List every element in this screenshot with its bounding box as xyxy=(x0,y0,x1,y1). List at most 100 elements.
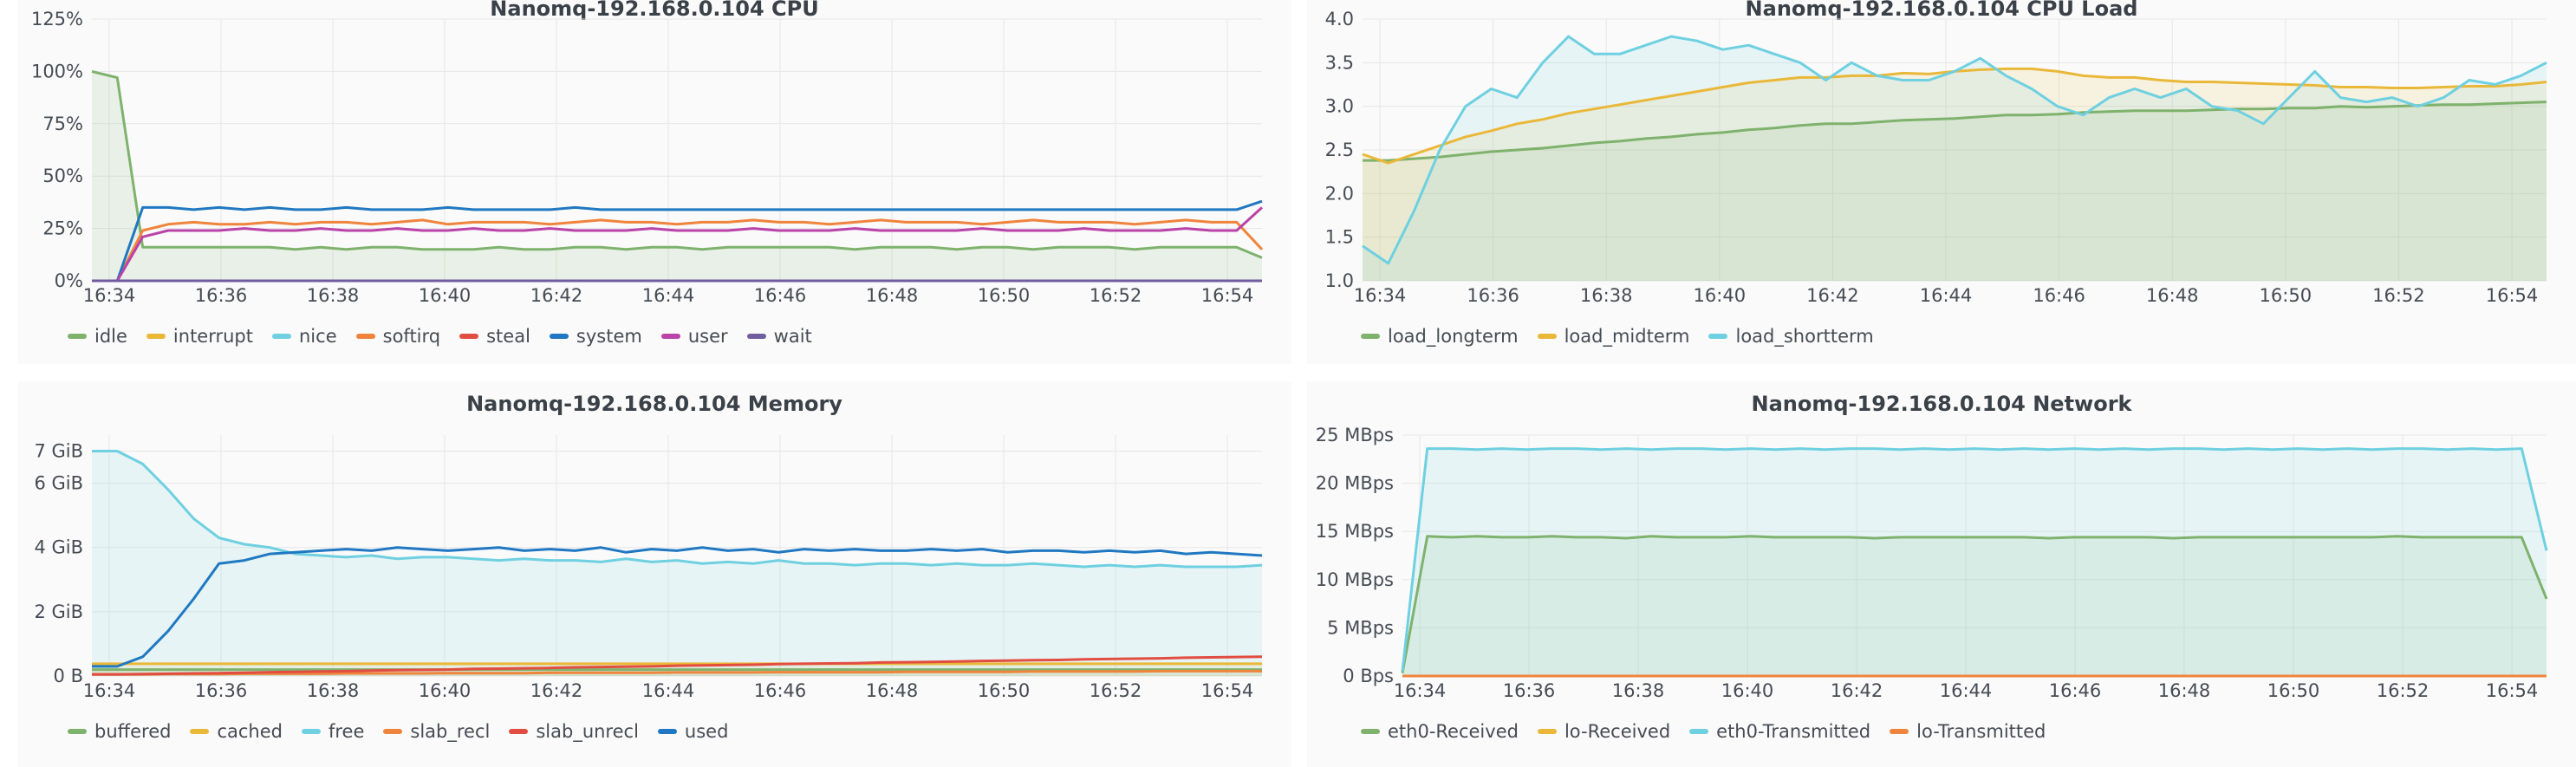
legend-swatch xyxy=(746,333,766,339)
legend-item-system[interactable]: system xyxy=(549,326,642,347)
series-line-idle xyxy=(91,69,1263,259)
legend-swatch xyxy=(660,333,680,339)
x-tick-label: 16:44 xyxy=(1920,285,1973,306)
legend-label: lo-Received xyxy=(1564,721,1671,742)
panel-title: Nanomq-192.168.0.104 CPU xyxy=(490,0,819,21)
x-tick-label: 16:38 xyxy=(1612,680,1665,701)
x-tick-label: 16:34 xyxy=(83,680,136,701)
y-tick-label: 15 MBps xyxy=(1316,521,1394,542)
legend-item-lo-Received[interactable]: lo-Received xyxy=(1537,721,1671,742)
x-tick-label: 16:52 xyxy=(1090,680,1142,701)
y-tick-label: 1.5 xyxy=(1325,227,1354,248)
legend-swatch xyxy=(459,333,479,339)
memory-legend: buffered cached free slab_recl slab_unrecl us… xyxy=(68,721,747,742)
series-line-load_shortterm xyxy=(1362,35,2547,265)
legend-item-slab_recl[interactable]: slab_recl xyxy=(383,721,490,742)
legend-swatch xyxy=(1708,333,1728,339)
legend-item-cached[interactable]: cached xyxy=(190,721,283,742)
legend-item-lo-Transmitted[interactable]: lo-Transmitted xyxy=(1890,721,2046,742)
legend-item-used[interactable]: used xyxy=(657,721,729,742)
cpu-legend: idle interrupt nice softirq steal system user w… xyxy=(68,326,831,347)
y-tick-label: 2.0 xyxy=(1325,183,1354,204)
legend-label: load_longterm xyxy=(1388,326,1519,347)
legend-item-eth0-Transmitted[interactable]: eth0-Transmitted xyxy=(1689,721,1870,742)
legend-item-idle[interactable]: idle xyxy=(68,326,127,347)
y-tick-label: 7 GiB xyxy=(34,441,83,462)
x-tick-label: 16:54 xyxy=(2486,285,2539,306)
x-tick-label: 16:48 xyxy=(2158,680,2211,701)
series-area-load_midterm xyxy=(1363,68,2547,282)
legend-item-softirq[interactable]: softirq xyxy=(355,326,440,347)
x-tick-label: 16:42 xyxy=(530,285,583,306)
x-tick-label: 16:48 xyxy=(866,680,919,701)
x-tick-label: 16:50 xyxy=(2260,285,2313,306)
x-tick-label: 16:34 xyxy=(1354,285,1407,306)
legend-label: eth0-Received xyxy=(1388,721,1519,742)
y-tick-label: 3.5 xyxy=(1325,52,1354,73)
series-line-user xyxy=(92,206,1264,283)
series-area-free xyxy=(92,451,1262,676)
legend-swatch xyxy=(1689,728,1709,734)
x-tick-label: 16:34 xyxy=(83,285,136,306)
legend-label: system xyxy=(576,326,642,347)
x-tick-label: 16:50 xyxy=(2267,680,2320,701)
x-tick-label: 16:46 xyxy=(2033,285,2085,306)
legend-label: load_midterm xyxy=(1564,326,1690,347)
legend-item-interrupt[interactable]: interrupt xyxy=(146,326,253,347)
legend-item-user[interactable]: user xyxy=(660,326,728,347)
y-tick-label: 75% xyxy=(42,114,83,134)
x-tick-label: 16:54 xyxy=(1201,680,1254,701)
legend-item-load_shortterm[interactable]: load_shortterm xyxy=(1708,326,1874,347)
memory-panel: Nanomq-192.168.0.104 Memory 0 B 2 GiB 4 Gi… xyxy=(17,381,1291,767)
series-area-load_shortterm xyxy=(1363,36,2547,281)
x-tick-label: 16:46 xyxy=(2049,680,2102,701)
legend-swatch xyxy=(1361,728,1380,734)
y-tick-label: 4 GiB xyxy=(34,537,83,558)
legend-swatch xyxy=(68,728,87,734)
legend-label: slab_unrecl xyxy=(536,721,639,742)
network-legend: eth0-Received lo-Received eth0-Transmitted… xyxy=(1361,721,2065,742)
legend-label: interrupt xyxy=(172,326,253,347)
legend-label: idle xyxy=(94,326,127,347)
x-tick-label: 16:42 xyxy=(530,680,583,701)
legend-label: lo-Transmitted xyxy=(1916,721,2046,742)
x-tick-label: 16:34 xyxy=(1394,680,1447,701)
x-tick-label: 16:42 xyxy=(1806,285,1859,306)
legend-swatch xyxy=(146,333,166,339)
series-line-eth0-Received xyxy=(1401,535,2548,673)
x-tick-label: 16:44 xyxy=(1940,680,1993,701)
legend-item-load_longterm[interactable]: load_longterm xyxy=(1361,326,1519,347)
y-tick-label: 3.0 xyxy=(1325,96,1354,117)
x-tick-label: 16:54 xyxy=(2486,680,2539,701)
cpu-panel: Nanomq-192.168.0.104 CPU 0% 25% 50% 75% 100%… xyxy=(17,0,1291,364)
legend-item-slab_unrecl[interactable]: slab_unrecl xyxy=(509,721,639,742)
legend-item-wait[interactable]: wait xyxy=(746,326,812,347)
legend-label: eth0-Transmitted xyxy=(1716,721,1871,742)
legend-item-nice[interactable]: nice xyxy=(272,326,337,347)
x-tick-label: 16:50 xyxy=(978,285,1031,306)
legend-item-eth0-Received[interactable]: eth0-Received xyxy=(1361,721,1519,742)
panel-title: Nanomq-192.168.0.104 CPU Load xyxy=(1745,0,2138,21)
legend-item-free[interactable]: free xyxy=(301,721,364,742)
legend-swatch xyxy=(549,333,569,339)
x-tick-label: 16:38 xyxy=(1580,285,1633,306)
x-tick-label: 16:36 xyxy=(195,680,248,701)
series-area-idle xyxy=(92,71,1262,282)
y-tick-label: 125% xyxy=(31,9,83,29)
legend-item-steal[interactable]: steal xyxy=(459,326,530,347)
y-tick-label: 1.0 xyxy=(1325,270,1354,291)
x-tick-label: 16:46 xyxy=(754,285,807,306)
series-line-slab_recl xyxy=(92,669,1262,676)
series-area-load_longterm xyxy=(1363,101,2547,281)
legend-label: used xyxy=(684,721,729,742)
series-area-eth0-Transmitted xyxy=(1402,448,2547,676)
series-area-eth0-Received xyxy=(1402,536,2547,676)
x-tick-label: 16:54 xyxy=(1201,285,1254,306)
legend-swatch xyxy=(272,333,291,339)
x-tick-label: 16:44 xyxy=(642,285,695,306)
y-tick-label: 25 MBps xyxy=(1316,425,1394,445)
legend-item-load_midterm[interactable]: load_midterm xyxy=(1537,326,1690,347)
x-tick-label: 16:40 xyxy=(1721,680,1774,701)
legend-item-buffered[interactable]: buffered xyxy=(68,721,171,742)
x-tick-label: 16:36 xyxy=(195,285,248,306)
